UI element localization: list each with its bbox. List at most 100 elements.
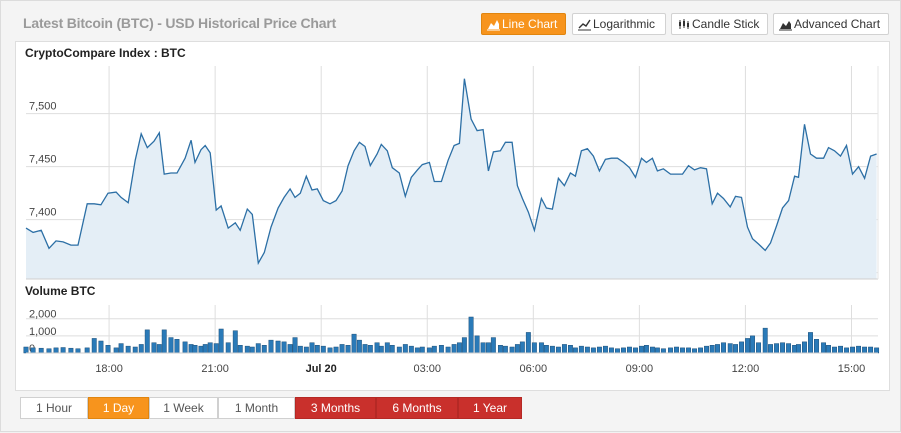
volume-bar [733, 344, 738, 354]
volume-bar [327, 347, 333, 354]
chart-type-button[interactable]: Candle Stick [671, 13, 768, 35]
volume-bar [105, 345, 111, 354]
volume-bar [509, 346, 515, 354]
volume-bar [275, 340, 281, 354]
volume-bar [704, 345, 709, 354]
volume-bar [309, 342, 315, 354]
volume-bar [680, 347, 685, 354]
volume-bar [132, 346, 138, 354]
volume-bar [237, 345, 243, 354]
button-icon [487, 20, 500, 31]
volume-bar [868, 346, 874, 354]
volume-bar [538, 342, 544, 354]
volume-bar [303, 346, 309, 354]
volume-bar [225, 342, 231, 354]
volume-bar [802, 341, 807, 354]
y2-tick-label: 2,000 [29, 309, 57, 321]
volume-bar [674, 346, 679, 354]
volume-bar [244, 345, 250, 354]
volume-bar [490, 337, 496, 354]
volume-bar [745, 338, 750, 354]
y-tick-label: 7,450 [29, 154, 57, 166]
button-label: Logarithmic [593, 17, 656, 31]
volume-bar [378, 345, 384, 354]
volume-bar [396, 346, 402, 354]
volume-bar [633, 347, 638, 354]
volume-bar [292, 337, 298, 354]
volume-bar [531, 342, 537, 354]
volume-bar [431, 345, 437, 354]
volume-bar [168, 337, 174, 354]
volume-bar [113, 347, 119, 354]
volume-bar [255, 343, 261, 354]
volume-bar [668, 347, 673, 354]
button-icon [779, 21, 792, 31]
volume-bar [796, 344, 801, 354]
volume-bar [590, 347, 596, 354]
volume-bar [549, 345, 555, 354]
chart-type-button[interactable]: Logarithmic [572, 13, 666, 35]
volume-bar [68, 347, 74, 354]
volume-bar [374, 342, 380, 354]
range-button[interactable]: 1 Year [458, 397, 522, 419]
volume-bar [649, 346, 655, 354]
volume-bar [91, 338, 97, 354]
range-button[interactable]: 1 Hour [20, 397, 88, 419]
volume-bar [75, 348, 81, 354]
volume-bar [578, 345, 584, 354]
volume-bar [654, 347, 660, 354]
volume-bar [692, 348, 697, 354]
volume-bar [862, 346, 868, 354]
volume-bar [856, 345, 862, 354]
chart-type-button[interactable]: Line Chart [481, 13, 566, 35]
volume-bar [572, 347, 578, 354]
volume-bar [451, 344, 457, 354]
volume-bar [608, 347, 614, 354]
range-button[interactable]: 1 Week [149, 397, 218, 419]
volume-bar [419, 346, 425, 354]
button-icon [679, 19, 689, 29]
volume-bar [543, 345, 549, 354]
volume-bar [84, 347, 90, 354]
volume-bar [268, 339, 274, 354]
volume-bar [602, 345, 608, 354]
volume-bar [660, 348, 666, 354]
volume-bar [297, 345, 303, 354]
range-button[interactable]: 6 Months [376, 397, 458, 419]
volume-bar [98, 340, 104, 354]
price-line [25, 78, 877, 266]
volume-bar [826, 345, 831, 354]
chart-title: CryptoCompare Index : BTC [25, 46, 186, 60]
volume-bar [144, 329, 150, 354]
x-tick-label: 03:00 [413, 363, 441, 375]
x-tick-label: 09:00 [626, 363, 654, 375]
volume-bar [339, 344, 345, 354]
x-tick-label: 15:00 [838, 363, 866, 375]
volume-bar [151, 342, 157, 354]
button-icon [578, 19, 591, 31]
range-button[interactable]: 1 Month [218, 397, 295, 419]
volume-bar [686, 347, 691, 354]
volume-bar [832, 346, 837, 354]
volume-bar [174, 339, 180, 354]
widget-title: Latest Bitcoin (BTC) - USD Historical Pr… [23, 15, 337, 31]
chart-type-button[interactable]: Advanced Chart [773, 13, 889, 35]
volume-bar [356, 339, 362, 354]
volume-bar [445, 346, 451, 354]
volume-bar [821, 342, 827, 354]
volume-bar [30, 347, 36, 354]
volume-bar [474, 335, 480, 354]
volume-bar [561, 344, 567, 354]
range-button[interactable]: 3 Months [295, 397, 376, 419]
x-tick-label: 12:00 [732, 363, 760, 375]
volume-bar [202, 344, 208, 354]
volume-bar [182, 341, 188, 354]
volume-bar [249, 346, 255, 354]
volume-bar [345, 345, 351, 354]
volume-bar [514, 344, 520, 354]
volume-bar [874, 347, 880, 354]
volume-bar [384, 342, 390, 354]
range-button[interactable]: 1 Day [88, 397, 149, 419]
